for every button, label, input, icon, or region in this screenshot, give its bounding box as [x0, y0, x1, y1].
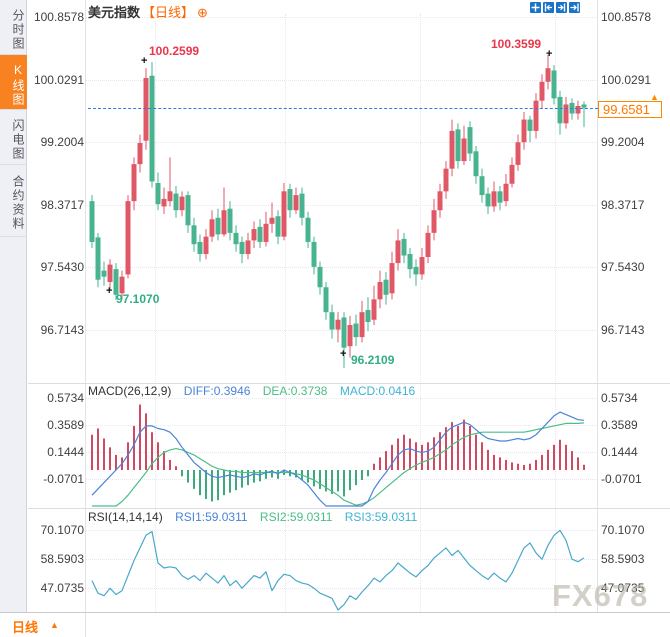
macd-diff-value: DIFF:0.3946 [183, 384, 251, 398]
sidebar-item-lightning-chart[interactable]: 闪电图 [0, 110, 27, 165]
y-axis-label: 96.7143 [40, 323, 84, 337]
v-gridline [155, 14, 156, 612]
axis-divider-left [85, 0, 86, 612]
chart-title: 美元指数 【日线】 ⊕ [88, 2, 208, 21]
v-gridline [555, 14, 556, 612]
high-marker-2: + [546, 48, 553, 60]
y-axis-label: -0.0701 [43, 472, 84, 486]
macd-dea-value: DEA:0.3738 [262, 384, 328, 398]
y-axis-label: 97.5430 [601, 260, 645, 274]
high-annotation-2: 100.3599 [491, 37, 542, 51]
scale-left-icon[interactable] [543, 2, 554, 13]
h-gridline [86, 80, 597, 81]
candlestick-chart[interactable] [88, 0, 597, 383]
y-axis-label: 98.3717 [601, 198, 645, 212]
sidebar: 分时图 K线图 闪电图 合约资料 [0, 0, 27, 612]
y-axis-label: 58.5903 [40, 552, 84, 566]
v-gridline [420, 14, 421, 612]
y-axis-label: 58.5903 [601, 552, 645, 566]
macd-value: MACD:0.0416 [339, 384, 416, 398]
crosshair-move-icon[interactable] [530, 2, 541, 13]
y-axis-label: 100.0291 [33, 73, 84, 87]
panel-separator-rsi [28, 508, 670, 509]
rsi1-value: RSI1:59.0311 [175, 510, 248, 524]
sidebar-item-time-chart[interactable]: 分时图 [0, 0, 27, 55]
y-axis-label: 0.1444 [601, 445, 638, 459]
y-axis-label: 100.0291 [601, 73, 652, 87]
h-gridline [86, 267, 597, 268]
h-gridline [86, 142, 597, 143]
symbol-name: 美元指数 [88, 5, 141, 20]
period-label: 【日线】 [142, 5, 195, 20]
y-axis-label: 97.5430 [40, 260, 84, 274]
h-gridline [86, 479, 597, 480]
h-gridline [86, 559, 597, 560]
h-gridline [86, 17, 597, 18]
y-axis-label: 47.0735 [601, 581, 645, 595]
y-axis-label: 99.2004 [40, 135, 84, 149]
low-annotation-1: 97.1070 [116, 292, 160, 306]
y-axis-label: 0.5734 [601, 391, 638, 405]
y-axis-label: 98.3717 [40, 198, 84, 212]
v-gridline [285, 14, 286, 612]
y-axis-label: 100.8578 [33, 10, 84, 24]
h-gridline [86, 425, 597, 426]
macd-header: MACD(26,12,9) DIFF:0.3946 DEA:0.3738 MAC… [88, 384, 424, 398]
y-axis-label: 96.7143 [601, 323, 645, 337]
y-axis-label: -0.0701 [601, 472, 642, 486]
chart-toolbar [530, 2, 580, 13]
rsi2-value: RSI2:59.0311 [259, 510, 333, 524]
h-gridline [86, 452, 597, 453]
last-price-badge: 99.6581 [598, 101, 662, 118]
rsi3-value: RSI3:59.0311 [344, 510, 418, 524]
period-selector-arrow-icon[interactable]: ▲ [50, 620, 59, 630]
macd-chart[interactable] [88, 383, 597, 508]
sidebar-item-kline-chart[interactable]: K线图 [0, 55, 27, 110]
price-up-arrow-icon: ▲ [650, 92, 659, 102]
go-latest-icon[interactable] [569, 2, 580, 13]
high-annotation-1: 100.2599 [149, 44, 200, 58]
scale-right-icon[interactable] [556, 2, 567, 13]
h-gridline [86, 398, 597, 399]
y-axis-label: 0.1444 [47, 445, 84, 459]
macd-name: MACD(26,12,9) [88, 384, 172, 398]
y-axis-label: 70.1070 [40, 523, 84, 537]
y-axis-label: 0.3589 [47, 418, 84, 432]
rsi-header: RSI(14,14,14) RSI1:59.0311 RSI2:59.0311 … [88, 510, 426, 524]
fx678-watermark: FX678 [552, 578, 649, 613]
y-axis-label: 70.1070 [601, 523, 645, 537]
rsi-name: RSI(14,14,14) [88, 510, 163, 524]
low-marker-2: + [340, 348, 347, 360]
low-marker-1: + [106, 285, 113, 297]
bottom-bar: 日线 ▲ [0, 612, 670, 637]
y-axis-label: 0.3589 [601, 418, 638, 432]
y-axis-label: 0.5734 [47, 391, 84, 405]
sidebar-item-contract-info[interactable]: 合约资料 [0, 165, 27, 237]
high-marker-1: + [141, 55, 148, 67]
panel-separator-macd [28, 383, 670, 384]
y-axis-label: 99.2004 [601, 135, 645, 149]
last-price-dashed-line [88, 108, 598, 109]
add-indicator-icon[interactable]: ⊕ [197, 5, 208, 20]
y-axis-label: 100.8578 [601, 10, 652, 24]
rsi-chart[interactable] [88, 508, 597, 612]
bottom-bar-divider [85, 613, 86, 637]
y-axis-label: 47.0735 [40, 581, 84, 595]
low-annotation-2: 96.2109 [351, 353, 395, 367]
h-gridline [86, 530, 597, 531]
h-gridline [86, 205, 597, 206]
axis-divider-right [597, 0, 598, 612]
h-gridline [86, 588, 597, 589]
period-selector[interactable]: 日线 [12, 620, 39, 635]
